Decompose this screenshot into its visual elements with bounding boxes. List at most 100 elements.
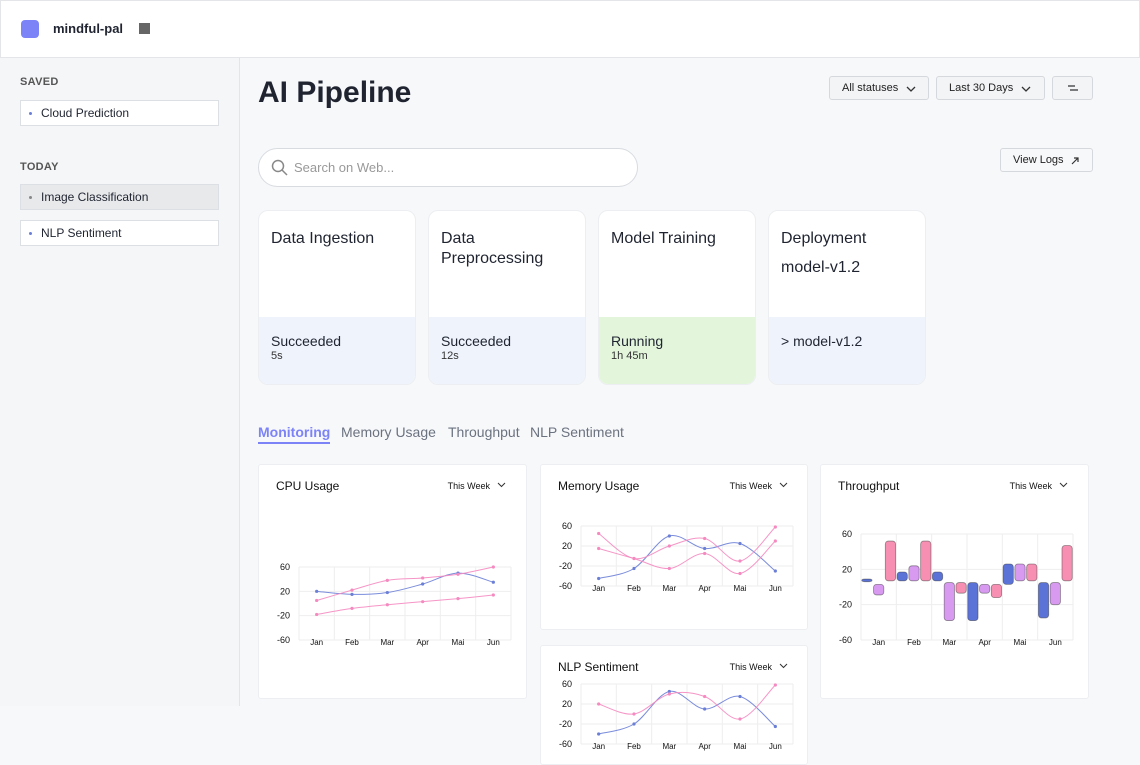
point — [597, 702, 601, 706]
filter-button[interactable] — [1052, 76, 1093, 100]
x-tick-label: Mar — [380, 638, 394, 647]
y-tick-label: -60 — [559, 739, 572, 749]
period-select[interactable]: This Week — [448, 481, 491, 491]
range-bar — [920, 540, 932, 582]
point — [491, 593, 495, 597]
point — [385, 578, 389, 582]
stage-status: Running — [611, 333, 664, 349]
period-select[interactable]: This Week — [730, 662, 773, 672]
status-filter[interactable]: All statuses — [829, 76, 929, 100]
range-bar — [1002, 563, 1014, 585]
stage-name: Deployment — [781, 230, 867, 247]
x-tick-label: Jan — [872, 638, 885, 647]
tab[interactable]: Throughput — [448, 424, 520, 440]
stage-status: Succeeded — [271, 333, 342, 349]
app-name: mindful-pal — [53, 21, 124, 36]
point — [456, 572, 460, 576]
menu-icon[interactable] — [139, 23, 150, 34]
point — [738, 571, 742, 576]
x-tick-label: Jun — [487, 638, 500, 647]
point — [632, 722, 636, 726]
point — [597, 576, 601, 581]
chart: Throughput This Week 60 20 -20 -60 Jan Feb Mar Ap… — [838, 479, 1074, 647]
x-tick-label: Mai — [452, 638, 465, 647]
period-select[interactable]: This Week — [730, 481, 773, 491]
point — [350, 606, 354, 610]
y-tick-label: -20 — [277, 611, 290, 621]
y-tick-label: -20 — [559, 561, 572, 571]
point — [491, 565, 495, 569]
y-tick-label: 20 — [562, 699, 572, 709]
point — [738, 694, 742, 699]
point — [632, 712, 636, 716]
chart-title: Memory Usage — [558, 479, 640, 493]
y-tick-label: -20 — [559, 719, 572, 729]
today-item[interactable]: NLP Sentiment — [20, 220, 219, 246]
range-bar — [1049, 582, 1061, 606]
x-tick-label: Feb — [907, 638, 921, 647]
x-tick-label: Feb — [345, 638, 359, 647]
stage-duration: 12s — [441, 350, 459, 362]
tab[interactable]: Monitoring — [258, 424, 331, 444]
line — [316, 572, 494, 595]
point — [667, 689, 671, 694]
point — [667, 692, 671, 696]
range-bar — [932, 571, 944, 582]
y-tick-label: -60 — [839, 635, 852, 645]
stage-card: Model Training Running 1h 45m — [598, 210, 756, 385]
tab[interactable]: NLP Sentiment — [530, 424, 624, 440]
point — [385, 590, 389, 595]
chevron — [779, 663, 788, 669]
point — [597, 732, 601, 736]
stage-subtitle: model-v1.2 — [781, 259, 861, 276]
range-bar — [967, 582, 979, 621]
stage-status-panel: Running 1h 45m — [599, 317, 755, 384]
point — [350, 588, 354, 592]
search-icon — [271, 159, 288, 176]
period-select[interactable]: This Week — [1010, 481, 1053, 491]
point — [773, 724, 777, 729]
x-tick-label: Mai — [1014, 638, 1027, 647]
x-tick-label: Apr — [416, 638, 429, 647]
stage-status: > model-v1.2 — [781, 333, 863, 349]
x-tick-label: Mai — [734, 584, 747, 593]
point — [632, 566, 636, 571]
line — [316, 594, 494, 615]
point — [491, 580, 495, 584]
point — [773, 525, 777, 529]
chevron — [779, 482, 788, 488]
date-filter[interactable]: Last 30 Days — [936, 76, 1045, 100]
x-tick-label: Mai — [734, 742, 747, 751]
range-bar — [861, 578, 873, 583]
range-bar — [990, 583, 1002, 598]
point — [703, 551, 707, 556]
point — [773, 539, 777, 543]
stage-status-panel: Succeeded 5s — [259, 317, 415, 384]
y-tick-label: -60 — [559, 581, 572, 591]
point — [315, 598, 319, 603]
x-tick-label: Mar — [662, 742, 676, 751]
section-title: TODAY — [20, 161, 59, 173]
stage-name: Data Preprocessing — [441, 230, 544, 267]
point — [632, 556, 636, 561]
y-tick-label: -20 — [839, 600, 852, 610]
x-tick-label: Apr — [698, 584, 711, 593]
x-tick-label: Jun — [1049, 638, 1062, 647]
saved-item[interactable]: Cloud Prediction — [20, 100, 219, 126]
search-box[interactable]: Search on Web... — [258, 148, 638, 187]
point — [738, 717, 742, 721]
point — [350, 592, 354, 596]
today-item[interactable]: Image Classification — [20, 184, 219, 210]
view-logs[interactable]: View Logs — [1000, 148, 1093, 172]
stage-card: Data Preprocessing Succeeded 12s — [428, 210, 586, 385]
y-tick-label: 60 — [280, 562, 290, 572]
x-tick-label: Apr — [698, 742, 711, 751]
header: mindful-pal — [0, 0, 1140, 58]
chart-title: Throughput — [838, 479, 900, 493]
line — [316, 566, 494, 601]
point — [421, 582, 425, 586]
tab[interactable]: Memory Usage — [341, 424, 436, 440]
chevron — [1059, 482, 1068, 488]
point — [597, 531, 601, 536]
